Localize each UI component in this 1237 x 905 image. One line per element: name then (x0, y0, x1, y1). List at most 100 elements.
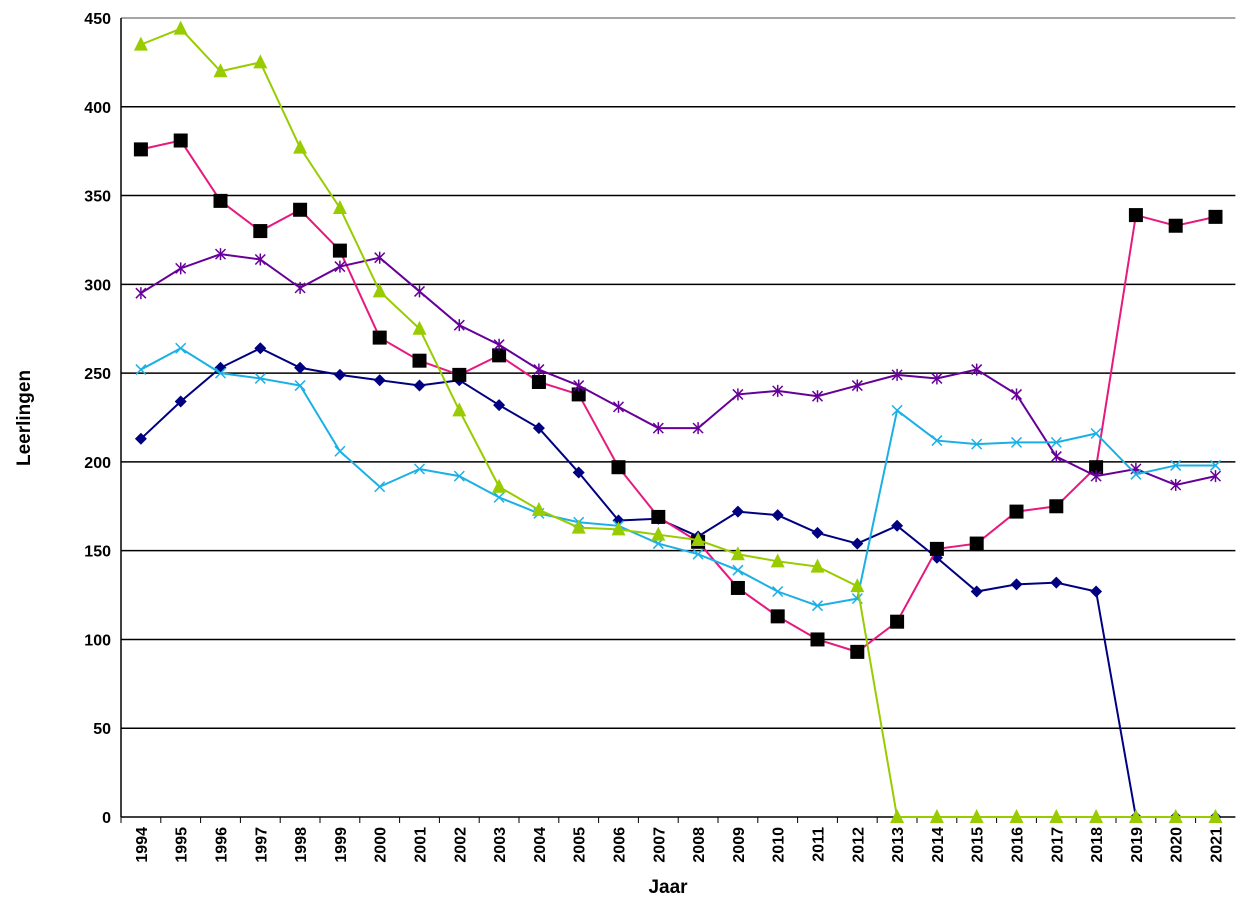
marker (573, 379, 585, 392)
y-tick-label: 350 (84, 189, 111, 206)
marker (253, 54, 268, 69)
x-tick-label: 2013 (890, 827, 907, 863)
marker (651, 509, 666, 524)
marker (732, 564, 744, 576)
marker (890, 614, 905, 629)
marker (452, 367, 467, 382)
marker (1089, 809, 1104, 823)
x-tick-label: 2008 (691, 827, 708, 863)
marker (412, 353, 427, 368)
x-tick-label: 2020 (1169, 827, 1186, 863)
marker (293, 202, 308, 217)
marker (1089, 460, 1104, 475)
marker (531, 374, 546, 389)
marker (413, 379, 426, 392)
y-tick-label: 400 (84, 100, 111, 117)
series-line (140, 347, 1216, 818)
y-tick-label: 150 (84, 544, 111, 561)
marker (493, 491, 505, 503)
marker-stroke (1130, 468, 1142, 480)
x-tick-label: 2003 (492, 827, 509, 863)
marker (492, 348, 507, 363)
marker (771, 509, 784, 522)
marker-stroke (135, 364, 147, 376)
marker (1090, 427, 1102, 440)
x-tick-label: 1997 (253, 827, 270, 863)
marker (772, 585, 784, 598)
x-tick-label: 2002 (452, 827, 469, 863)
marker-stroke (971, 438, 983, 450)
marker (1168, 218, 1183, 233)
marker (730, 546, 745, 561)
marker (1168, 809, 1183, 823)
marker (334, 260, 346, 273)
marker (254, 342, 267, 355)
marker (332, 243, 347, 258)
marker (492, 478, 507, 493)
marker (1170, 478, 1182, 491)
marker (174, 395, 187, 408)
marker (730, 580, 745, 595)
marker (134, 432, 147, 445)
marker (770, 553, 785, 568)
marker-stroke (931, 435, 943, 447)
marker (851, 379, 863, 392)
marker (1209, 470, 1222, 483)
marker (1010, 578, 1023, 591)
marker (531, 501, 546, 516)
marker-stroke (772, 585, 784, 598)
marker (971, 363, 983, 376)
marker (850, 644, 865, 659)
series-line (140, 139, 1216, 653)
x-tick-label: 2011 (811, 827, 828, 862)
marker (571, 519, 586, 534)
marker-stroke (732, 564, 744, 576)
x-tick-label: 2016 (1010, 827, 1027, 863)
marker (772, 384, 784, 397)
marker (691, 532, 706, 547)
marker (929, 541, 944, 556)
marker (173, 133, 188, 148)
marker (293, 139, 308, 154)
marker (931, 435, 943, 447)
marker (294, 361, 307, 374)
x-tick-label: 2000 (373, 827, 390, 863)
marker (1009, 504, 1024, 519)
marker (1128, 809, 1143, 823)
marker (612, 400, 625, 413)
marker (173, 20, 188, 35)
marker-stroke (1209, 459, 1222, 471)
marker (533, 363, 545, 376)
marker-stroke (1170, 459, 1182, 471)
marker (891, 404, 903, 416)
marker-stroke (493, 491, 505, 503)
series-line (140, 347, 1216, 607)
x-tick-label: 2009 (731, 827, 748, 863)
marker (770, 609, 785, 624)
marker (891, 368, 903, 381)
marker (611, 521, 626, 536)
y-tick-label: 50 (93, 721, 111, 738)
marker (372, 283, 387, 298)
marker (213, 193, 228, 208)
marker (692, 548, 704, 560)
marker-stroke (334, 445, 346, 457)
marker (1090, 470, 1102, 483)
marker (1128, 208, 1143, 223)
marker (175, 262, 187, 275)
marker (890, 809, 905, 823)
marker (333, 368, 346, 381)
marker (732, 388, 744, 401)
x-tick-label: 2010 (771, 827, 788, 863)
x-tick-label: 1995 (174, 827, 191, 863)
marker (133, 36, 148, 51)
marker-stroke (811, 600, 824, 612)
y-tick-label: 300 (84, 277, 111, 294)
marker (571, 387, 586, 402)
series-line (140, 27, 1216, 818)
marker (1010, 436, 1023, 448)
y-tick-label: 0 (102, 810, 111, 827)
marker (811, 526, 824, 539)
x-tick-label: 2019 (1129, 827, 1146, 863)
